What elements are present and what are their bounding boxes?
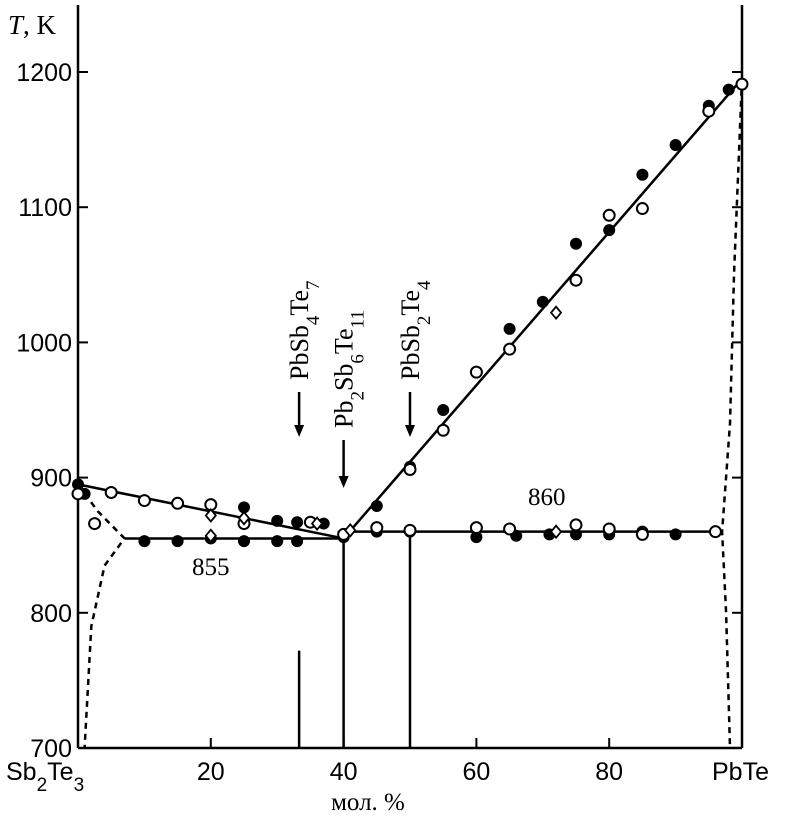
y-tick-label: 900 — [30, 465, 72, 493]
open-circle-point — [708, 525, 722, 539]
filled-circle-point — [722, 83, 735, 96]
solidus-dashed-line — [720, 78, 744, 749]
solidus-dashed-line — [76, 483, 127, 749]
compound-formula-group: Pb2Sb6Te11 — [330, 310, 369, 428]
open-circle-point — [635, 527, 649, 541]
filled-circle-point — [570, 237, 582, 250]
open-circle-point — [503, 342, 517, 356]
filled-circle-point — [603, 224, 616, 237]
open-diamond-point — [549, 524, 563, 540]
open-diamond-point — [310, 516, 324, 531]
eutectic-temperature-label: 855 — [192, 554, 230, 581]
axis-ticks: 700 800 900 1000 1100 1200 20 40 60 80 — [16, 59, 742, 786]
filled-circle-point — [437, 404, 450, 416]
open-circle-point — [569, 518, 583, 532]
compound-arrowhead — [405, 425, 415, 437]
compound-formula: PbSb4Te7 — [285, 280, 324, 380]
open-circle-point — [370, 521, 384, 535]
filled-circle-point — [72, 478, 84, 491]
open-diamond-point — [237, 510, 251, 526]
filled-circle-point — [271, 535, 284, 548]
open-circle-point — [702, 104, 716, 118]
open-circle-point — [171, 496, 185, 510]
filled-circle-point — [669, 528, 682, 541]
open-circle-point — [503, 522, 517, 536]
filled-circle-point — [291, 516, 304, 529]
y-tick-label: 1100 — [18, 194, 72, 222]
y-tick-label: 1200 — [16, 59, 72, 87]
filled-circle-point — [171, 535, 184, 548]
compound-formula: Pb2Sb6Te11 — [330, 310, 369, 428]
x-tick-label: 60 — [462, 758, 490, 786]
y-tick-label: 800 — [30, 600, 72, 628]
compound-arrowhead — [338, 476, 349, 488]
filled-circle-point — [138, 535, 151, 548]
open-circle-point — [735, 77, 749, 91]
open-circle-point — [635, 202, 649, 216]
filled-circle-point — [503, 322, 516, 335]
filled-circle-point — [536, 295, 549, 308]
open-circle-point — [403, 523, 417, 537]
filled-circle-point — [470, 531, 483, 544]
filled-circle-point — [271, 514, 284, 527]
open-circle-point — [436, 423, 450, 437]
open-diamond-point — [549, 305, 563, 321]
open-diamond-point — [344, 522, 357, 538]
eutectic-temperature-label: 860 — [528, 484, 566, 511]
compound-formula-group: PbSb4Te7 — [285, 280, 324, 380]
open-circle-point — [137, 494, 151, 508]
open-circle-point — [602, 522, 616, 536]
filled-circle-point — [291, 535, 304, 548]
open-circle-point — [104, 485, 118, 499]
open-circle-point — [469, 521, 483, 535]
x-tick-label: 20 — [197, 758, 225, 786]
open-circle-point — [469, 365, 483, 379]
right-end-label: PbTe — [712, 758, 769, 786]
compound-arrowhead — [294, 425, 305, 437]
data-points — [71, 77, 749, 548]
x-axis-title: мол. % — [331, 789, 405, 816]
x-tick-label: 40 — [330, 758, 358, 786]
filled-circle-point — [669, 139, 682, 152]
y-axis-title: T, K — [8, 10, 57, 40]
filled-circle-point — [238, 501, 250, 514]
open-diamond-point — [204, 508, 217, 523]
x-tick-label: 80 — [595, 758, 623, 786]
open-circle-point — [71, 487, 85, 501]
filled-circle-point — [238, 535, 250, 548]
open-circle-point — [88, 517, 102, 531]
filled-circle-point — [636, 168, 649, 181]
compound-formula-group: PbSb2Te4 — [396, 280, 435, 380]
compound-formula: PbSb2Te4 — [396, 280, 435, 380]
filled-circle-point — [370, 499, 383, 512]
open-circle-point — [569, 273, 583, 287]
filled-circle-point — [570, 528, 582, 541]
left-end-formula: Sb2Te3 — [6, 758, 84, 796]
open-diamond-point — [204, 528, 217, 544]
open-circle-point — [602, 208, 616, 222]
open-circle-point — [403, 462, 417, 476]
y-tick-label: 700 — [30, 735, 72, 763]
y-tick-label: 1000 — [16, 329, 72, 357]
